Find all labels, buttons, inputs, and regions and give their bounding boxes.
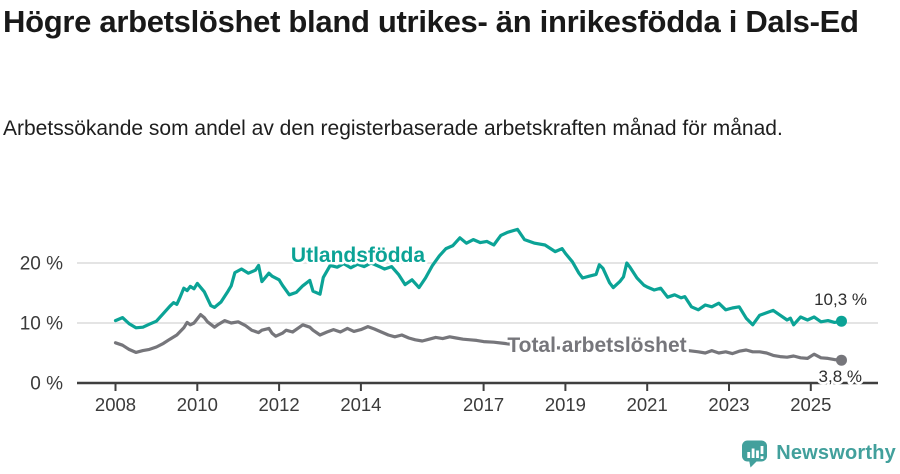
end-value-label: 10,3 % xyxy=(814,290,867,309)
newsworthy-logo-icon xyxy=(742,440,768,468)
x-axis-label: 2017 xyxy=(463,394,504,415)
x-axis-label: 2021 xyxy=(627,394,668,415)
y-axis-label: 10 % xyxy=(20,314,63,335)
x-axis-label: 2023 xyxy=(708,394,749,415)
x-axis-label: 2008 xyxy=(95,394,136,415)
x-axis-label: 2010 xyxy=(177,394,218,415)
x-axis-label: 2025 xyxy=(790,394,831,415)
page-subtitle: Arbetssökande som andel av den registerb… xyxy=(3,117,783,140)
x-axis-label: 2014 xyxy=(340,394,381,415)
y-axis-label: 20 % xyxy=(20,254,63,275)
y-axis-label: 0 % xyxy=(30,374,63,395)
series-line-utlandsf-dda xyxy=(113,227,844,330)
x-axis-label: 2012 xyxy=(259,394,300,415)
series-label-utlandsf-dda: Utlandsfödda xyxy=(291,244,425,267)
series-line-total-arbetsl-shet xyxy=(113,313,844,362)
series-label-total-arbetsl-shet: Total arbetslöshet xyxy=(507,334,686,357)
x-axis-label: 2019 xyxy=(545,394,586,415)
series-end-dot-total-arbetsl-shet xyxy=(835,354,847,366)
page-title: Högre arbetslöshet bland utrikes- än inr… xyxy=(3,4,859,39)
series-end-dot-utlandsf-dda xyxy=(835,315,847,327)
end-value-label: 3,8 % xyxy=(819,367,862,386)
brand-footer: Newsworthy xyxy=(741,439,896,468)
brand-name: Newsworthy xyxy=(776,442,896,464)
